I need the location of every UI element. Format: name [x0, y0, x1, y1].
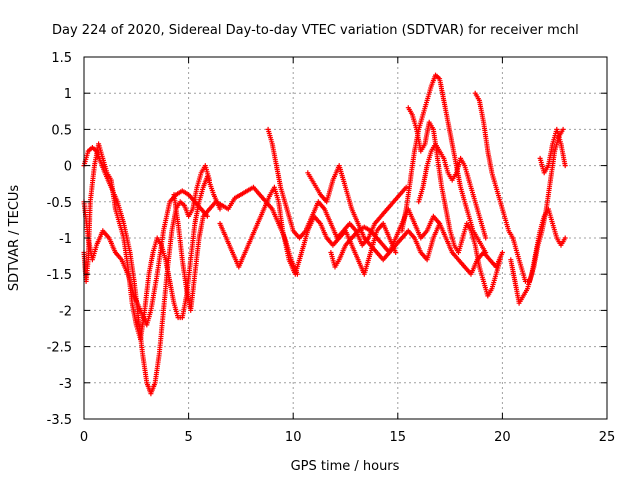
x-tick-label: 0: [80, 430, 88, 445]
x-axis-label: GPS time / hours: [291, 459, 400, 474]
y-tick-label: -1: [59, 232, 72, 247]
data-point: [562, 163, 568, 169]
y-tick-label: -1.5: [47, 268, 72, 283]
data-point: [483, 235, 489, 241]
y-tick-label: 1: [64, 87, 72, 102]
y-axis-label: SDTVAR / TECUs: [7, 185, 22, 292]
data-point: [204, 213, 210, 219]
series-sat-o: [537, 126, 568, 176]
data-point: [499, 250, 505, 255]
series-sat-c: [81, 141, 223, 342]
x-tick-label: 20: [494, 430, 511, 445]
series-sat-j: [405, 105, 503, 299]
y-tick-label: -2: [59, 304, 72, 319]
y-tick-label: 0: [64, 160, 72, 175]
data-point: [403, 184, 409, 190]
series-sat-e: [217, 184, 399, 277]
y-tick-label: 1.5: [51, 51, 72, 66]
grid-lines: [84, 57, 607, 419]
y-tick-label: 0.5: [51, 123, 72, 138]
y-tick-label: -2.5: [47, 341, 72, 356]
series-sat-n: [510, 126, 566, 284]
x-tick-label: 10: [285, 430, 302, 445]
series-sat-f: [265, 126, 409, 248]
chart-title: Day 224 of 2020, Sidereal Day-to-day VTE…: [52, 23, 579, 38]
series-sat-a: [81, 145, 212, 397]
series-sat-i: [399, 72, 489, 255]
y-tick-label: -3: [59, 377, 72, 392]
data-point: [497, 257, 503, 263]
data-point: [483, 250, 489, 255]
data-point: [562, 235, 568, 241]
x-tick-label: 5: [184, 430, 192, 445]
x-tick-label: 25: [599, 430, 616, 445]
y-tick-label: -3.5: [47, 413, 72, 428]
data-point: [393, 250, 399, 255]
data-point: [560, 126, 566, 132]
y-tick-label: -0.5: [47, 196, 72, 211]
series-sat-l: [472, 90, 516, 241]
data-marks: [81, 72, 568, 397]
x-tick-label: 15: [390, 430, 407, 445]
series-sat-k: [416, 141, 489, 241]
axis-ticks: -3.5 -3 -2.5 -2 -1.5 -1 -0.5 0 0.5 1 1.5 0 5 10 15 20 25: [47, 51, 616, 445]
data-point: [217, 206, 223, 212]
